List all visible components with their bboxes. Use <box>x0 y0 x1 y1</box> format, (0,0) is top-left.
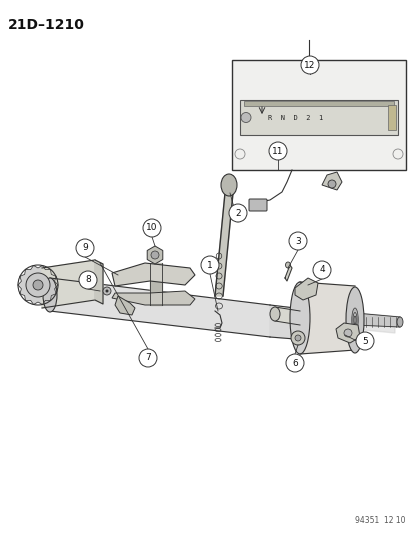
Ellipse shape <box>285 262 290 268</box>
Polygon shape <box>38 276 58 285</box>
Polygon shape <box>50 289 394 333</box>
Text: 6: 6 <box>292 359 297 367</box>
Polygon shape <box>150 263 161 305</box>
Text: 1: 1 <box>206 261 212 270</box>
FancyBboxPatch shape <box>248 199 266 211</box>
Ellipse shape <box>351 308 357 332</box>
Polygon shape <box>321 172 341 190</box>
Polygon shape <box>42 260 95 308</box>
Circle shape <box>76 239 94 257</box>
Text: 2: 2 <box>235 208 240 217</box>
Polygon shape <box>33 285 43 304</box>
Bar <box>243 101 393 106</box>
Polygon shape <box>115 296 135 315</box>
Polygon shape <box>50 278 269 337</box>
Polygon shape <box>26 265 38 285</box>
Text: 10: 10 <box>146 223 157 232</box>
Polygon shape <box>95 260 103 304</box>
Circle shape <box>26 273 50 297</box>
Text: 3: 3 <box>294 237 300 246</box>
Circle shape <box>355 332 373 350</box>
Polygon shape <box>20 285 38 301</box>
Bar <box>240 100 397 135</box>
Ellipse shape <box>289 282 309 354</box>
Circle shape <box>300 56 318 74</box>
Polygon shape <box>33 265 43 285</box>
Polygon shape <box>294 278 317 300</box>
Ellipse shape <box>269 307 279 321</box>
Polygon shape <box>269 305 319 341</box>
Circle shape <box>142 219 161 237</box>
Circle shape <box>285 354 303 372</box>
Circle shape <box>268 142 286 160</box>
Circle shape <box>105 289 108 293</box>
Bar <box>387 105 395 130</box>
Circle shape <box>294 335 300 341</box>
Polygon shape <box>18 276 38 285</box>
Polygon shape <box>214 193 233 296</box>
Polygon shape <box>299 282 354 354</box>
Text: 21D–1210: 21D–1210 <box>8 18 85 32</box>
Circle shape <box>33 280 43 290</box>
Text: 11: 11 <box>272 147 283 156</box>
Text: 94351  12 10: 94351 12 10 <box>355 516 405 525</box>
Circle shape <box>139 349 157 367</box>
Circle shape <box>343 329 351 337</box>
Text: 4: 4 <box>318 265 324 274</box>
Text: 12: 12 <box>304 61 315 69</box>
Text: 7: 7 <box>145 353 150 362</box>
Polygon shape <box>38 265 50 285</box>
Polygon shape <box>38 285 50 304</box>
Circle shape <box>151 251 159 259</box>
Polygon shape <box>274 307 299 325</box>
Text: 9: 9 <box>82 244 88 253</box>
Ellipse shape <box>396 317 402 327</box>
Ellipse shape <box>345 287 363 353</box>
Polygon shape <box>354 313 399 327</box>
Text: R  N  D  2  1: R N D 2 1 <box>267 115 323 120</box>
Bar <box>231 60 405 170</box>
Circle shape <box>240 112 250 123</box>
Circle shape <box>288 232 306 250</box>
Text: 5: 5 <box>361 336 367 345</box>
Polygon shape <box>112 291 195 305</box>
Circle shape <box>103 287 111 295</box>
Circle shape <box>312 261 330 279</box>
Polygon shape <box>38 285 58 294</box>
Circle shape <box>327 180 335 188</box>
Circle shape <box>290 331 304 345</box>
Polygon shape <box>335 323 359 343</box>
Polygon shape <box>112 263 195 286</box>
Text: 8: 8 <box>85 276 91 285</box>
Polygon shape <box>38 269 56 285</box>
Circle shape <box>79 271 97 289</box>
Ellipse shape <box>352 312 356 327</box>
Polygon shape <box>284 265 291 281</box>
Ellipse shape <box>43 278 57 312</box>
Polygon shape <box>26 285 38 304</box>
Circle shape <box>228 204 247 222</box>
Ellipse shape <box>221 174 236 196</box>
Polygon shape <box>20 269 38 285</box>
Polygon shape <box>38 285 56 301</box>
Circle shape <box>201 256 218 274</box>
Polygon shape <box>18 285 38 294</box>
Ellipse shape <box>353 316 355 324</box>
